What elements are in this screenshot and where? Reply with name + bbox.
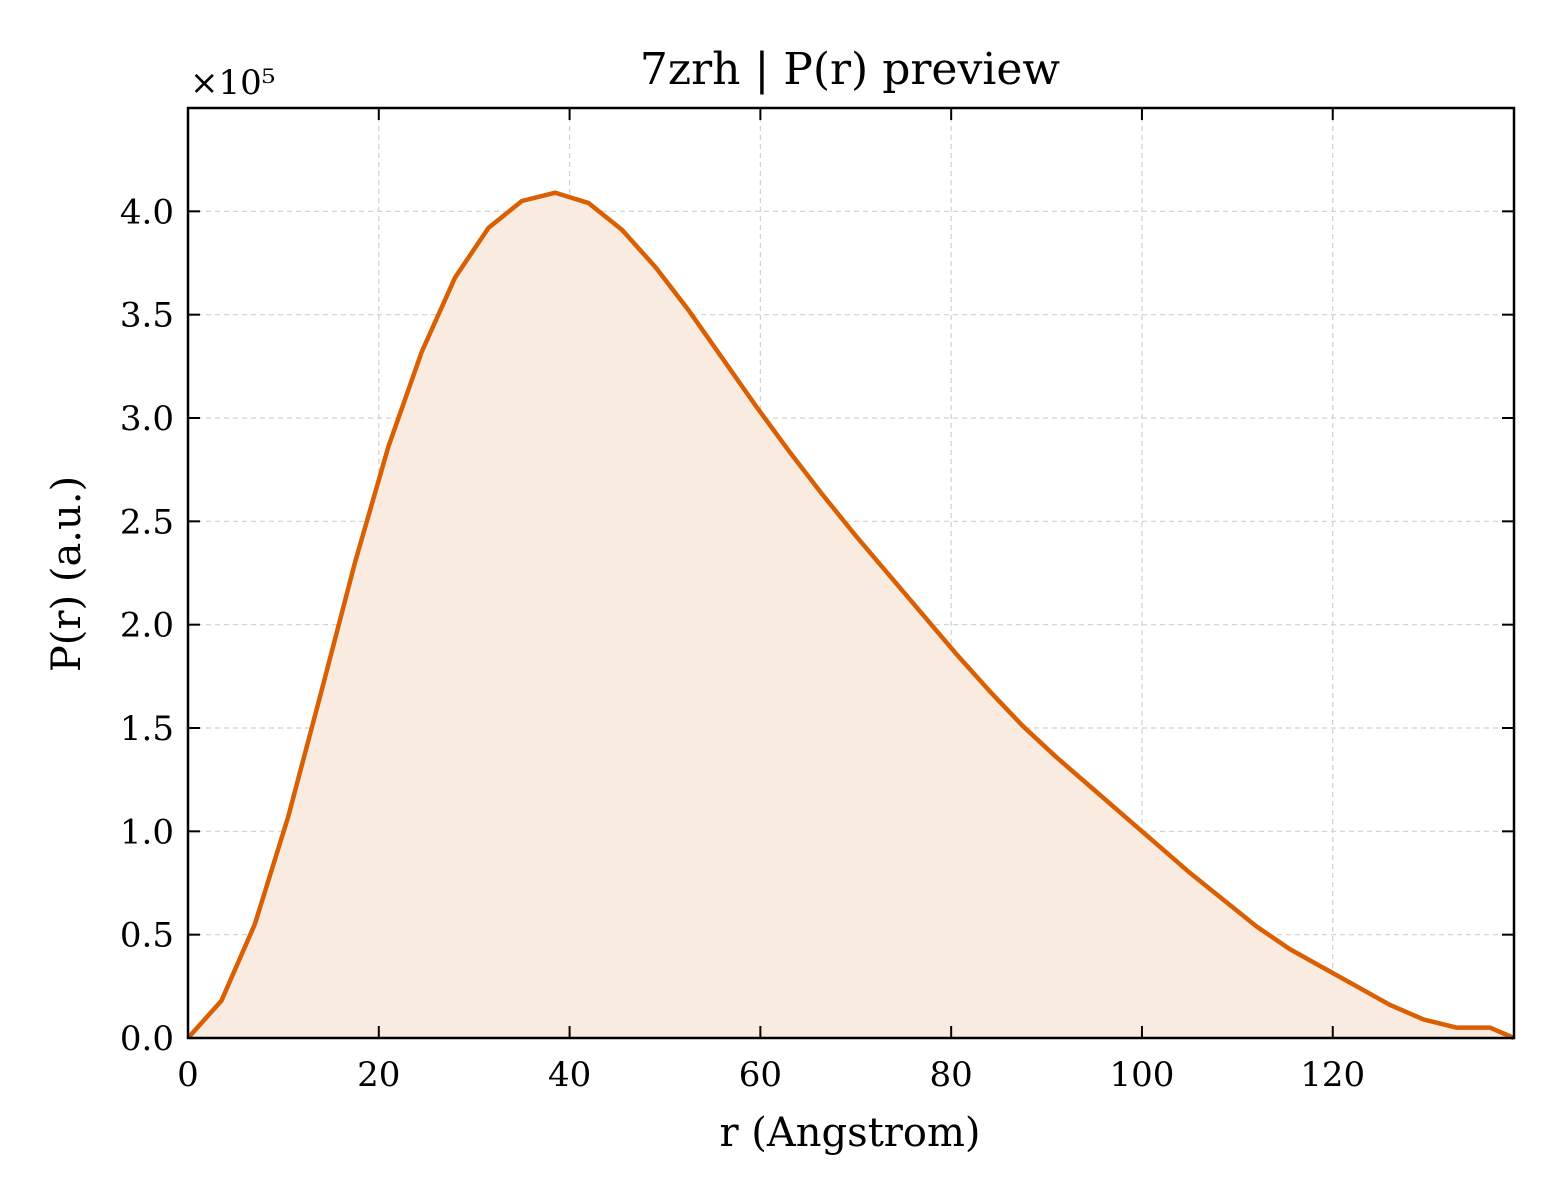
- x-tick-label-2: 40: [548, 1055, 591, 1095]
- y-tick-label-8: 4.0: [120, 192, 174, 232]
- pr-series-line: [186, 190, 1515, 1041]
- pr-area-fill: [188, 192, 1514, 1039]
- axis-ticks: [187, 108, 1514, 1039]
- y-tick-label-5: 2.5: [120, 502, 174, 542]
- x-tick-label-0: 0: [177, 1055, 199, 1095]
- y-tick-label-6: 3.0: [120, 399, 174, 439]
- chart-title: 7zrh | P(r) preview: [640, 44, 1061, 95]
- y-tick-label-1: 0.5: [120, 916, 174, 956]
- x-axis-label: r (Angstrom): [719, 1110, 980, 1156]
- plot-frame: [186, 106, 1516, 1040]
- x-tick-label-6: 120: [1300, 1055, 1365, 1095]
- y-tick-label-7: 3.5: [120, 296, 174, 336]
- x-tick-label-3: 60: [739, 1055, 782, 1095]
- y-tick-label-2: 1.0: [120, 812, 174, 852]
- y-axis-label: P(r) (a.u.): [44, 476, 90, 672]
- x-tick-labels: 0 20 40 60 80 100 120: [177, 1055, 1365, 1095]
- y-multiplier-label: ×10⁵: [190, 63, 275, 103]
- y-tick-label-3: 1.5: [120, 709, 174, 749]
- x-tick-label-1: 20: [357, 1055, 400, 1095]
- y-tick-label-0: 0.0: [120, 1019, 174, 1059]
- y-tick-labels: 0.0 0.5 1.0 1.5 2.0 2.5 3.0 3.5 4.0: [120, 192, 174, 1059]
- x-tick-label-4: 80: [930, 1055, 973, 1095]
- x-tick-label-5: 100: [1110, 1055, 1175, 1095]
- y-tick-label-4: 2.0: [120, 606, 174, 646]
